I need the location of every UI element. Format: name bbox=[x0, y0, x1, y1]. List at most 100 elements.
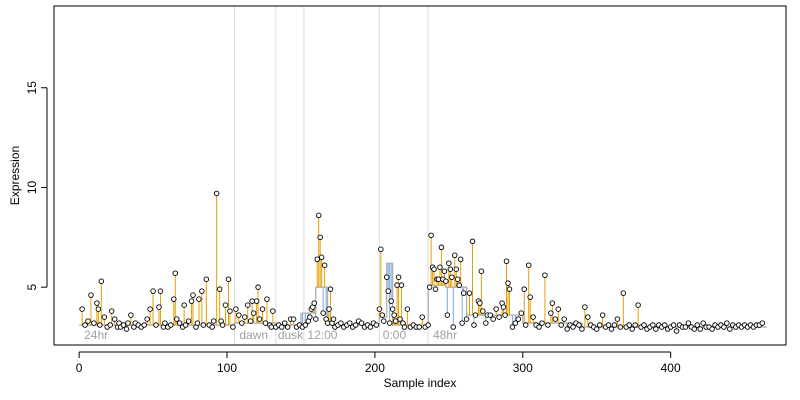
expression-point bbox=[700, 320, 706, 326]
y-tick-label: 10 bbox=[25, 180, 39, 194]
expression-point bbox=[200, 322, 207, 328]
expression-point bbox=[315, 212, 322, 219]
expression-point bbox=[522, 322, 529, 328]
expression-point bbox=[290, 316, 297, 322]
expression-point bbox=[385, 288, 391, 294]
x-tick-label: 0 bbox=[76, 361, 83, 375]
expression-point bbox=[338, 320, 344, 326]
expression-point bbox=[599, 312, 606, 318]
y-tick-label: 15 bbox=[25, 81, 39, 95]
expression-point bbox=[123, 326, 130, 332]
expression-point bbox=[281, 320, 288, 326]
expression-point bbox=[632, 322, 638, 328]
expression-point bbox=[416, 324, 423, 330]
region-label: 0:00 bbox=[383, 328, 407, 342]
expression-point bbox=[242, 314, 248, 320]
expression-point bbox=[397, 316, 403, 322]
expression-point bbox=[505, 280, 511, 286]
expression-point bbox=[358, 320, 365, 326]
expression-point bbox=[596, 322, 603, 328]
y-axis: 5 10 15 bbox=[25, 81, 48, 291]
expression-point bbox=[527, 294, 533, 300]
expression-point bbox=[111, 316, 118, 322]
expression-point bbox=[641, 322, 647, 328]
expression-point bbox=[629, 326, 635, 332]
expression-point bbox=[199, 288, 205, 294]
expression-point bbox=[330, 316, 337, 322]
expression-point bbox=[141, 322, 147, 328]
expression-point bbox=[426, 284, 433, 290]
expression-point bbox=[493, 306, 499, 312]
x-tick-label: 100 bbox=[217, 361, 237, 375]
expression-point bbox=[213, 190, 220, 197]
expression-point bbox=[244, 302, 251, 308]
region-label: 12:00 bbox=[307, 328, 337, 342]
expression-point bbox=[466, 290, 473, 296]
expression-point bbox=[579, 326, 585, 332]
expression-point bbox=[181, 302, 187, 308]
expression-point bbox=[431, 266, 437, 272]
expression-point bbox=[91, 320, 97, 326]
expression-point bbox=[176, 320, 183, 326]
expression-point bbox=[94, 300, 100, 306]
expression-point bbox=[454, 276, 461, 282]
expression-point bbox=[188, 298, 195, 304]
expression-point bbox=[203, 276, 210, 282]
expression-point bbox=[401, 324, 408, 330]
expression-point bbox=[500, 304, 507, 310]
expression-point bbox=[697, 326, 703, 332]
expression-point bbox=[457, 256, 464, 263]
expression-point bbox=[449, 274, 455, 280]
expression-point bbox=[386, 320, 393, 326]
expression-point bbox=[456, 282, 462, 288]
expression-point bbox=[518, 310, 525, 316]
expression-point bbox=[98, 278, 105, 284]
expression-point bbox=[614, 316, 621, 322]
expression-point bbox=[620, 290, 627, 296]
expression-point bbox=[432, 286, 439, 292]
expression-point bbox=[230, 324, 236, 330]
expression-point bbox=[262, 320, 269, 326]
expression-point bbox=[463, 316, 470, 322]
expression-point bbox=[233, 306, 239, 312]
expression-point bbox=[691, 326, 698, 332]
expression-point bbox=[673, 328, 680, 334]
expression-point bbox=[721, 324, 727, 330]
expression-point bbox=[389, 306, 396, 312]
expression-point bbox=[509, 324, 516, 330]
expression-point bbox=[435, 276, 442, 282]
expression-point bbox=[450, 324, 457, 330]
expression-point bbox=[157, 288, 164, 294]
expression-point bbox=[502, 312, 508, 318]
expression-point bbox=[162, 320, 168, 326]
expression-point bbox=[682, 324, 689, 330]
expression-point bbox=[460, 290, 467, 296]
expression-point bbox=[125, 320, 131, 326]
expression-point bbox=[576, 322, 582, 328]
expression-point bbox=[108, 308, 115, 314]
expression-point bbox=[320, 310, 326, 316]
expression-point bbox=[487, 312, 493, 318]
expression-point bbox=[443, 278, 449, 284]
expression-point bbox=[82, 322, 88, 328]
x-tick-label: 400 bbox=[661, 361, 681, 375]
expression-point bbox=[650, 322, 656, 328]
expression-point bbox=[447, 266, 454, 272]
expression-point bbox=[317, 234, 323, 241]
expression-point bbox=[284, 324, 291, 330]
expression-point bbox=[209, 324, 215, 330]
expression-point bbox=[97, 322, 103, 328]
expression-point bbox=[608, 326, 615, 332]
expression-point bbox=[327, 286, 334, 292]
expression-point bbox=[515, 316, 522, 322]
expression-point bbox=[156, 304, 162, 310]
expression-point bbox=[324, 320, 331, 326]
expression-point bbox=[172, 270, 179, 276]
expression-point bbox=[318, 254, 325, 261]
expression-point bbox=[210, 318, 217, 324]
expression-point bbox=[694, 322, 701, 328]
expression-point bbox=[471, 322, 477, 328]
expression-point bbox=[503, 258, 510, 264]
expression-point bbox=[147, 306, 153, 312]
expression-point bbox=[709, 326, 715, 332]
